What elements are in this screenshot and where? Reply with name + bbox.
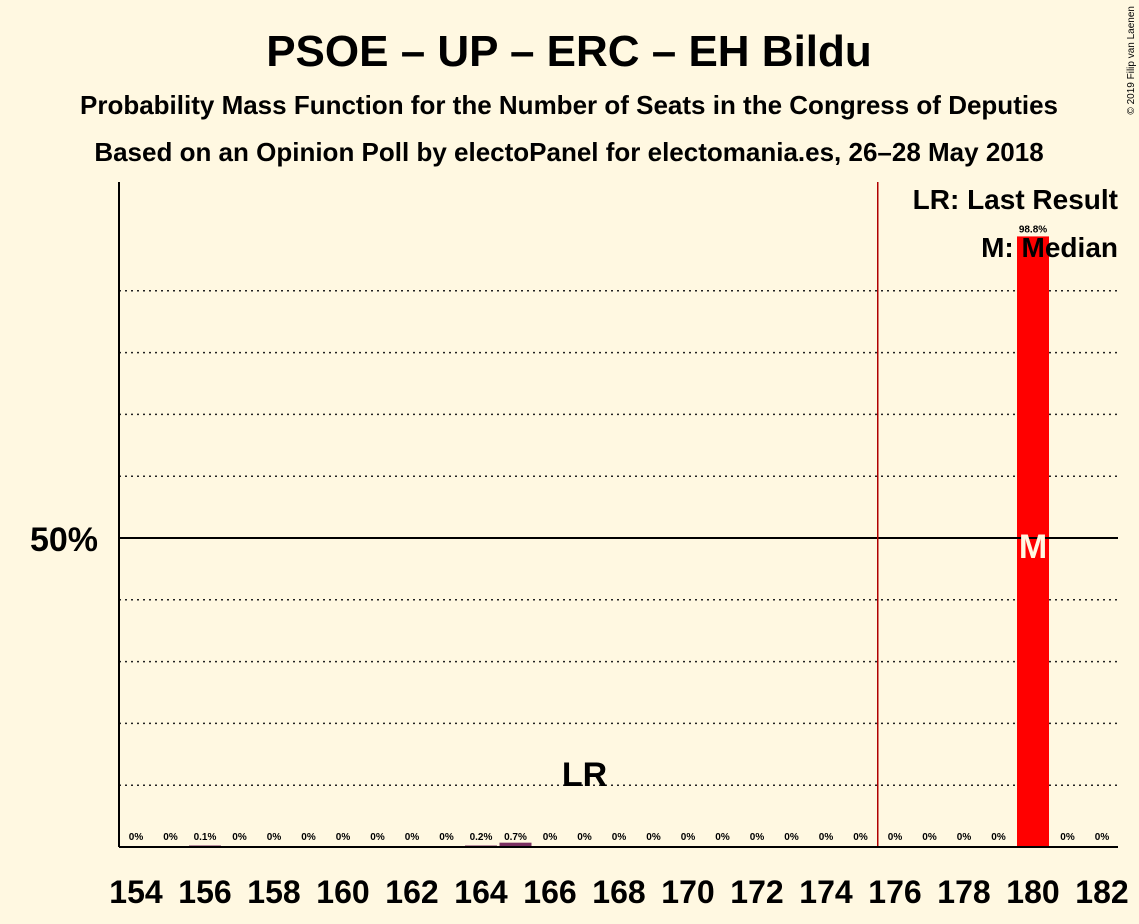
bars xyxy=(189,236,1049,847)
value-label-177: 0% xyxy=(922,832,937,843)
x-tick-label-158: 158 xyxy=(247,874,300,910)
x-axis-ticks: 154 156 158 160 162 164 166 168 170 172 174 176 178 1… xyxy=(109,874,1128,910)
value-label-163: 0% xyxy=(439,832,454,843)
x-tick-label-168: 168 xyxy=(592,874,645,910)
value-label-155: 0% xyxy=(163,832,178,843)
value-label-170: 0% xyxy=(681,832,696,843)
x-tick-label-172: 172 xyxy=(730,874,783,910)
value-label-161: 0% xyxy=(370,832,385,843)
x-tick-label-160: 160 xyxy=(316,874,369,910)
value-label-159: 0% xyxy=(301,832,316,843)
value-label-167: 0% xyxy=(577,832,592,843)
x-tick-label-174: 174 xyxy=(799,874,853,910)
value-label-166: 0% xyxy=(543,832,558,843)
chart-subtitle: Probability Mass Function for the Number… xyxy=(80,90,1058,120)
x-tick-label-170: 170 xyxy=(661,874,714,910)
value-label-160: 0% xyxy=(336,832,351,843)
legend-median: M: Median xyxy=(981,232,1118,263)
value-label-154: 0% xyxy=(129,832,144,843)
x-tick-label-164: 164 xyxy=(454,874,508,910)
x-tick-label-162: 162 xyxy=(385,874,438,910)
value-label-157: 0% xyxy=(232,832,247,843)
legend-last-result: LR: Last Result xyxy=(913,184,1118,215)
chart-title: PSOE – UP – ERC – EH Bildu xyxy=(266,27,872,76)
x-tick-label-166: 166 xyxy=(523,874,576,910)
x-tick-label-154: 154 xyxy=(109,874,163,910)
value-label-182: 0% xyxy=(1095,832,1110,843)
value-label-168: 0% xyxy=(612,832,627,843)
y-tick-label-50: 50% xyxy=(30,521,98,559)
x-tick-label-156: 156 xyxy=(178,874,231,910)
bar-180 xyxy=(1017,236,1049,847)
last-result-marker: LR xyxy=(562,756,607,794)
value-label-178: 0% xyxy=(957,832,972,843)
value-label-165: 0.7% xyxy=(504,832,527,843)
value-label-176: 0% xyxy=(888,832,903,843)
value-label-156: 0.1% xyxy=(194,832,217,843)
value-label-169: 0% xyxy=(646,832,661,843)
x-tick-label-180: 180 xyxy=(1006,874,1059,910)
value-label-173: 0% xyxy=(784,832,799,843)
copyright-text: © 2019 Filip van Laenen xyxy=(1126,6,1137,115)
median-marker: M xyxy=(1019,528,1047,566)
value-label-162: 0% xyxy=(405,832,420,843)
value-label-172: 0% xyxy=(750,832,765,843)
x-tick-label-176: 176 xyxy=(868,874,921,910)
value-labels: 0% 0% 0.1% 0% 0% 0% 0% 0% 0% 0% 0.2% 0.7% 0% 0% 0% 0% 0%… xyxy=(129,224,1110,843)
overlay-lines: LR M xyxy=(118,182,1118,848)
value-label-164: 0.2% xyxy=(470,832,493,843)
value-label-158: 0% xyxy=(267,832,282,843)
gridlines xyxy=(119,290,1118,786)
x-tick-label-182: 182 xyxy=(1075,874,1128,910)
x-tick-label-178: 178 xyxy=(937,874,990,910)
value-label-175: 0% xyxy=(853,832,868,843)
value-label-174: 0% xyxy=(819,832,834,843)
value-label-181: 0% xyxy=(1060,832,1075,843)
bar-165 xyxy=(499,842,532,847)
value-label-179: 0% xyxy=(991,832,1006,843)
value-label-171: 0% xyxy=(715,832,730,843)
chart-subtitle-source: Based on an Opinion Poll by electoPanel … xyxy=(94,137,1043,167)
value-label-180: 98.8% xyxy=(1019,224,1047,235)
